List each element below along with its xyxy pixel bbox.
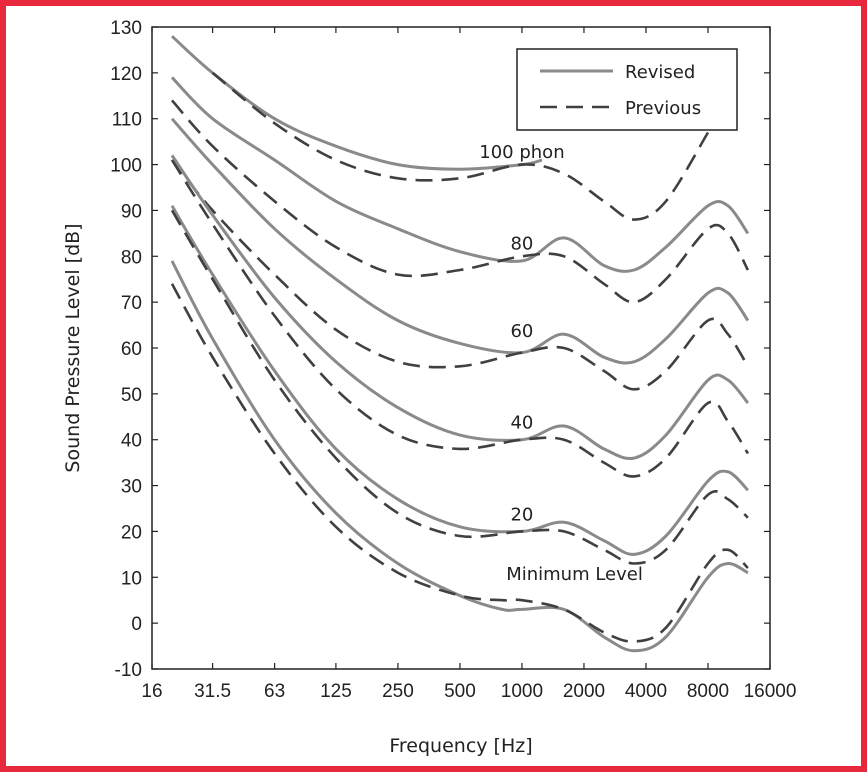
curve-label: 100 phon [479, 142, 564, 163]
x-tick-label: 16000 [744, 681, 797, 702]
y-tick-label: 0 [131, 614, 142, 635]
previous-curve-20 [170, 209, 749, 565]
y-tick-label: 30 [121, 477, 142, 498]
x-tick-label: 2000 [563, 681, 605, 702]
series-layer [170, 35, 750, 653]
x-tick-label: 1000 [501, 681, 543, 702]
curve-label: 40 [510, 413, 533, 434]
x-tick-label: 125 [320, 681, 352, 702]
legend: Revised Previous [516, 48, 738, 131]
x-tick-label: 8000 [687, 681, 729, 702]
legend-label-previous: Previous [625, 98, 701, 119]
curve-annotations: 100 phon 80 60 40 20 Minimum Level [479, 142, 643, 585]
y-tick-label: 110 [112, 110, 142, 131]
y-tick-label: 40 [121, 431, 142, 452]
revised-curve-60 [170, 117, 750, 365]
y-tick-label: 100 [110, 156, 142, 177]
y-tick-label: 70 [121, 293, 142, 314]
revised-curve-40 [170, 154, 750, 461]
x-tick-label: 250 [382, 681, 414, 702]
y-tick-label: 50 [121, 385, 142, 406]
y-tick-label: 10 [121, 568, 142, 589]
y-tick-label: 130 [110, 18, 142, 39]
previous-curve-minimum-level [170, 283, 749, 643]
y-tick-label: 80 [121, 247, 142, 268]
x-tick-label: 63 [264, 681, 285, 702]
revised-curve-minimum-level [170, 260, 749, 653]
x-tick-label: 500 [444, 681, 476, 702]
legend-label-revised: Revised [625, 62, 695, 83]
x-axis-label: Frequency [Hz] [389, 735, 532, 757]
y-tick-label: -10 [115, 660, 142, 681]
previous-curve-100-phon [211, 71, 710, 221]
legend-box [516, 48, 738, 131]
y-tick-label: 120 [110, 64, 142, 85]
y-tick-label: 90 [121, 201, 142, 222]
y-tick-label: 20 [121, 522, 142, 543]
curve-label: 80 [510, 234, 533, 255]
x-tick-label: 16 [141, 681, 162, 702]
revised-curve-80 [170, 76, 750, 273]
curve-label: Minimum Level [506, 564, 643, 585]
y-tick-label: 60 [121, 339, 142, 360]
x-tick-label: 4000 [625, 681, 667, 702]
previous-curve-40 [170, 159, 750, 478]
revised-curve-20 [170, 205, 749, 556]
curve-label: 60 [510, 321, 533, 342]
previous-curve-80 [171, 99, 750, 304]
x-tick-label: 31.5 [194, 681, 231, 702]
curve-label: 20 [510, 504, 533, 525]
y-axis-label: Sound Pressure Level [dB] [62, 223, 84, 472]
axis-ticks: -10 0 10 20 30 40 50 60 70 80 90 100 110 120 130 16 31.5… [110, 18, 796, 702]
